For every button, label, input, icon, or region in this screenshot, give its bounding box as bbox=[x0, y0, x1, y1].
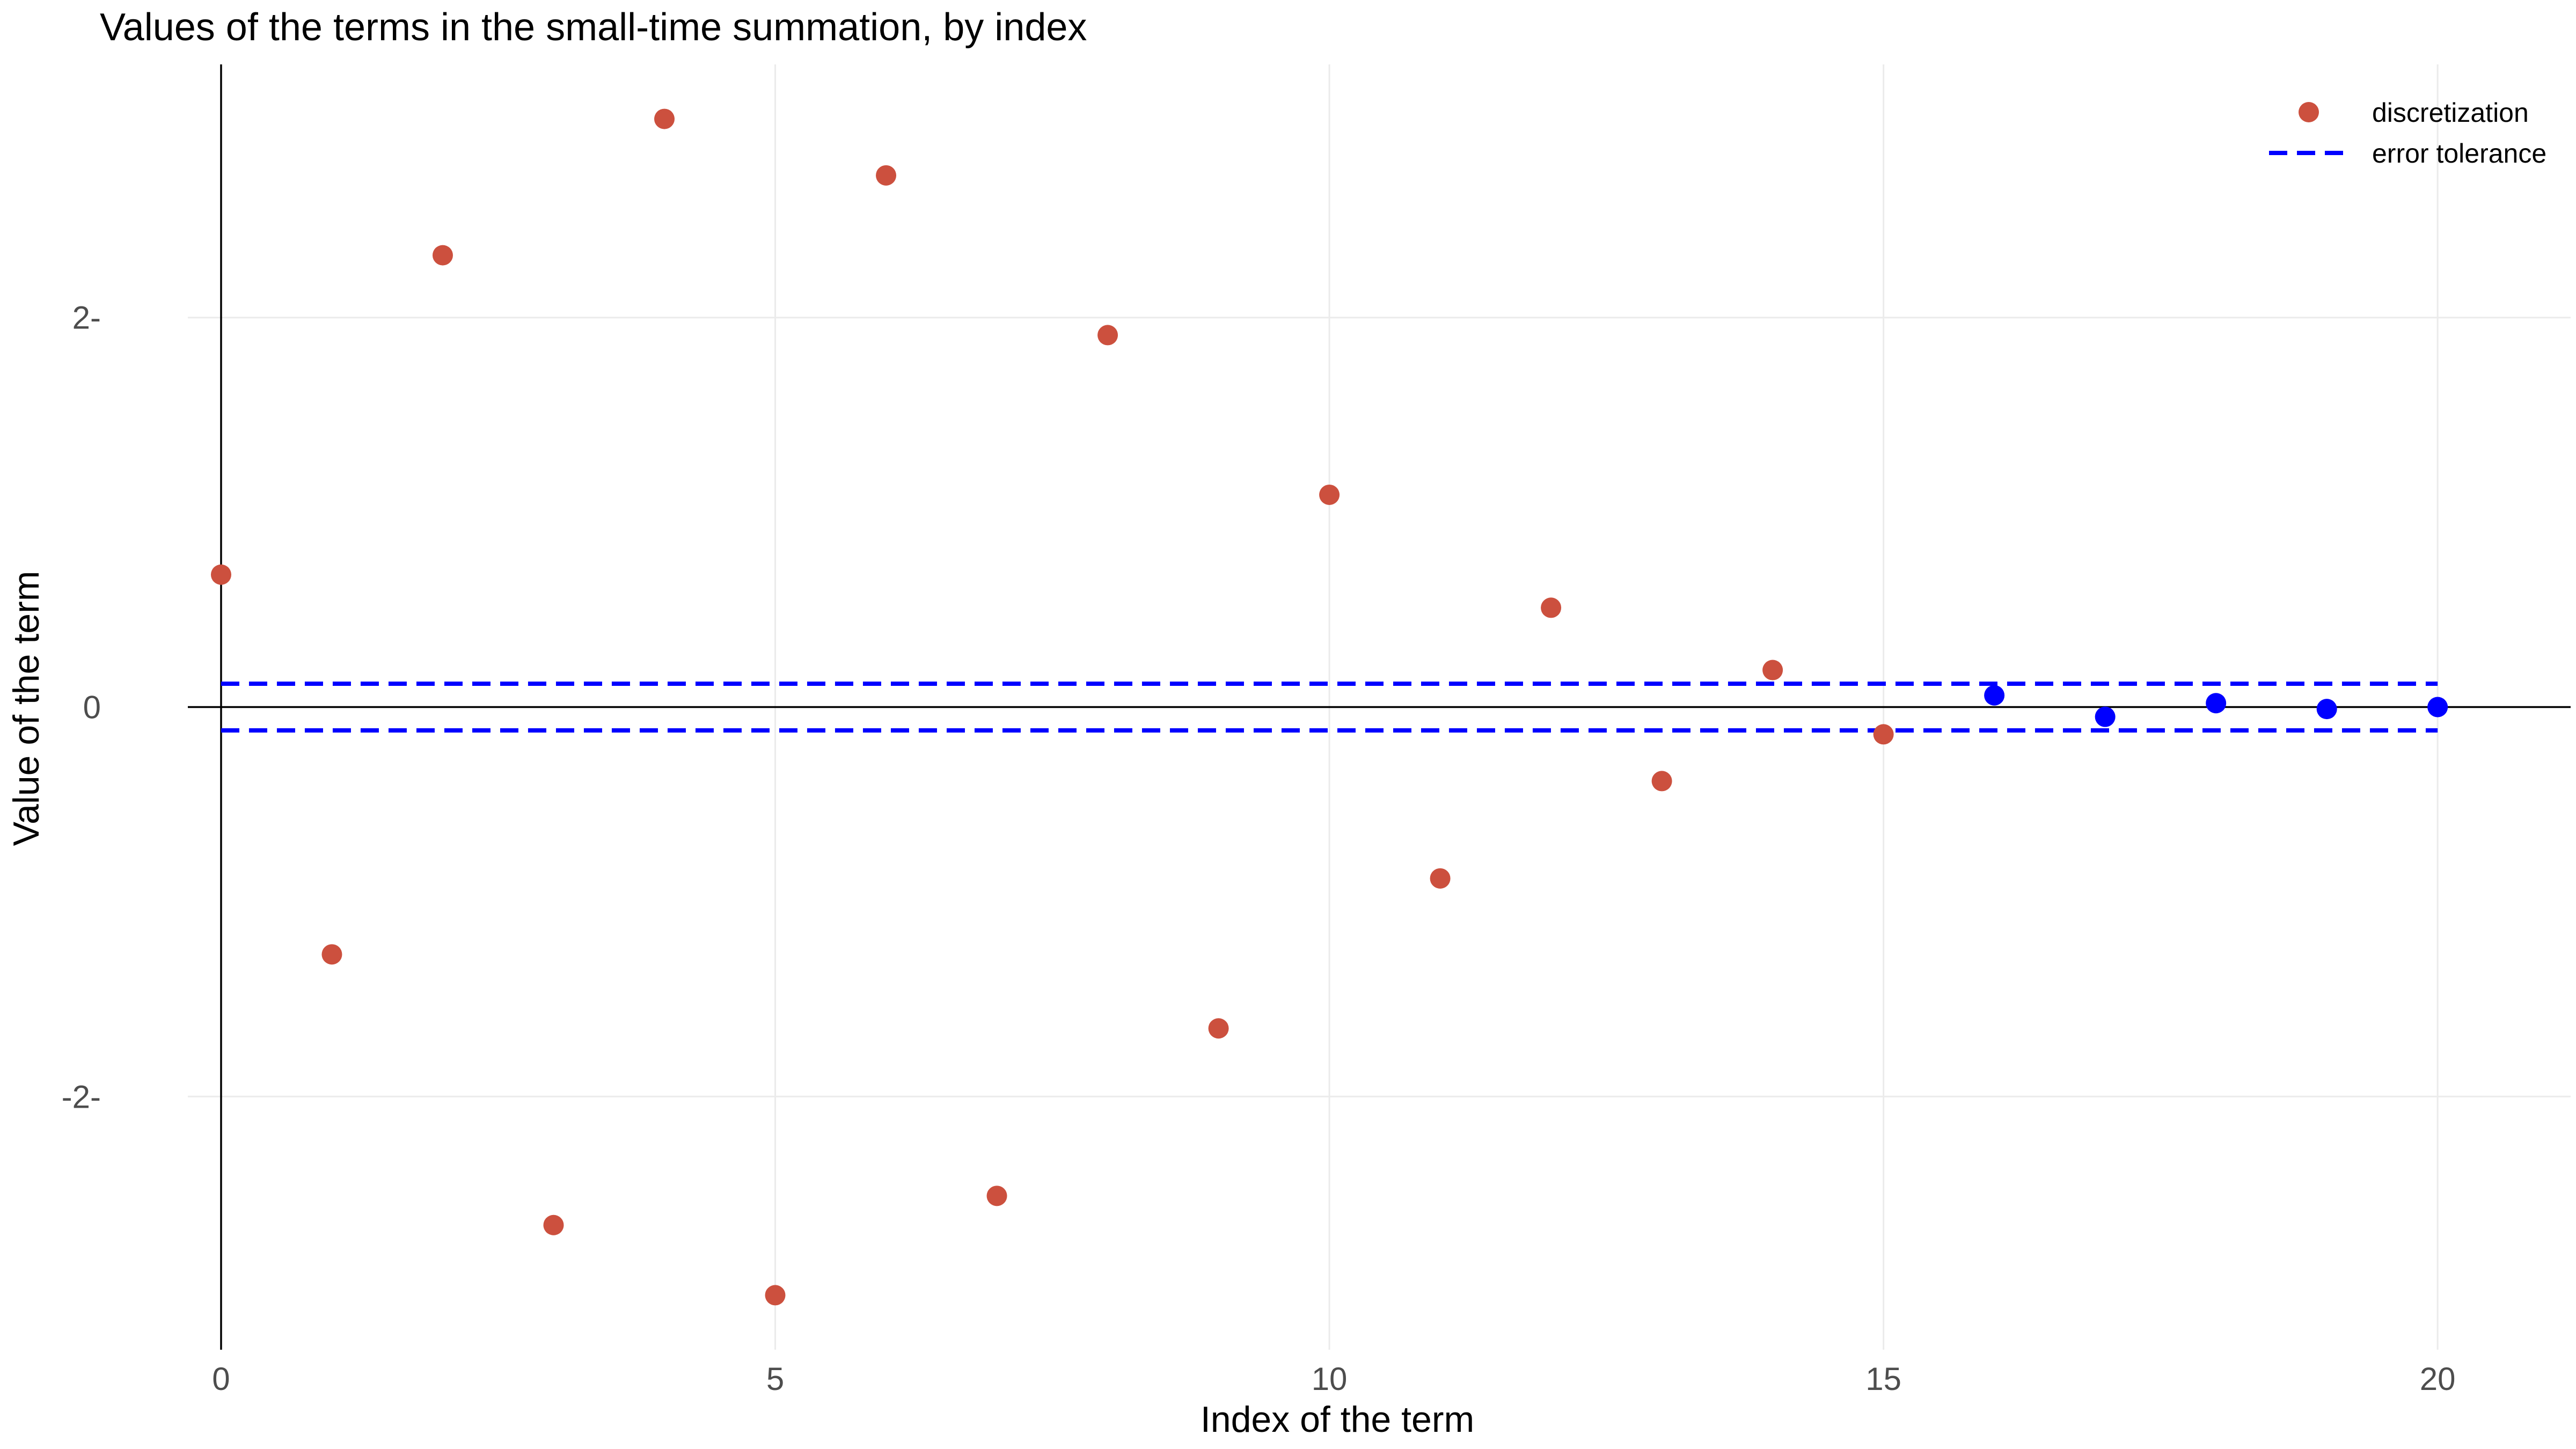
data-point bbox=[876, 165, 897, 186]
zero-reference-lines bbox=[188, 64, 2571, 1350]
data-point bbox=[1430, 868, 1451, 889]
y-axis-title: Value of the term bbox=[6, 571, 47, 846]
error-tolerance-lines bbox=[221, 681, 2438, 733]
x-tick-label: 20 bbox=[2420, 1361, 2456, 1397]
data-point bbox=[654, 108, 675, 129]
data-point bbox=[986, 1185, 1007, 1206]
data-point bbox=[1651, 771, 1672, 792]
data-points bbox=[210, 108, 2448, 1306]
legend-marker-discretization bbox=[2299, 102, 2319, 122]
y-axis-ticks: -2- 0 2- bbox=[62, 300, 101, 1115]
y-tick-label: 0 bbox=[83, 690, 101, 726]
x-axis-ticks: 0 5 10 15 20 bbox=[212, 1361, 2455, 1397]
data-point bbox=[765, 1285, 786, 1306]
data-point bbox=[1984, 685, 2005, 706]
data-point bbox=[1762, 660, 1783, 680]
legend-label-error-tolerance: error tolerance bbox=[2372, 138, 2546, 169]
chart-title: Values of the terms in the small-time su… bbox=[100, 6, 1087, 49]
y-tick-label: 2- bbox=[72, 300, 101, 336]
data-point bbox=[1208, 1018, 1229, 1039]
y-tick-label: -2- bbox=[62, 1079, 101, 1115]
legend-label-discretization: discretization bbox=[2372, 98, 2529, 128]
data-point bbox=[2095, 706, 2116, 727]
data-point bbox=[432, 245, 453, 266]
data-point bbox=[543, 1214, 564, 1235]
data-point bbox=[2206, 693, 2227, 714]
data-point bbox=[1097, 325, 1118, 346]
data-point bbox=[2427, 697, 2448, 718]
data-point bbox=[1319, 484, 1340, 505]
data-point bbox=[210, 564, 231, 585]
x-tick-label: 5 bbox=[766, 1361, 784, 1397]
data-point bbox=[2316, 699, 2337, 720]
data-point bbox=[1873, 724, 1894, 745]
legend: discretization error tolerance bbox=[2269, 98, 2546, 169]
x-tick-label: 0 bbox=[212, 1361, 230, 1397]
data-point bbox=[321, 944, 342, 965]
x-axis-title: Index of the term bbox=[1201, 1399, 1474, 1440]
data-point bbox=[1541, 597, 1562, 618]
x-tick-label: 15 bbox=[1865, 1361, 1901, 1397]
x-tick-label: 10 bbox=[1312, 1361, 1348, 1397]
